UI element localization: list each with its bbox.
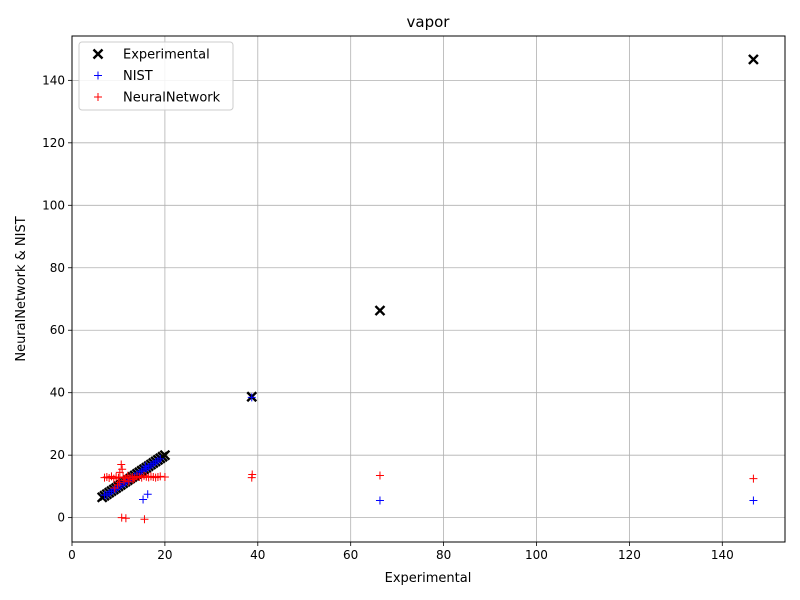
legend-label: NeuralNetwork [123,91,221,106]
data-point [140,515,149,524]
data-point [160,473,169,482]
legend-entry: NeuralNetwork [94,91,221,106]
y-tick-label: 40 [50,386,65,400]
data-point [124,477,133,486]
y-tick-label: 80 [50,261,65,275]
y-tick-label: 140 [42,73,65,87]
data-point [141,462,150,471]
data-point [118,465,127,474]
legend-label: Experimental [123,48,210,63]
x-tick-label: 60 [343,548,358,562]
x-tick-label: 40 [250,548,265,562]
x-tick-label: 80 [436,548,451,562]
x-axis-label: Experimental [385,571,472,586]
data-point [375,471,384,480]
data-point [248,470,257,479]
data-point [121,514,130,523]
data-point [114,473,123,482]
y-tick-label: 0 [57,511,65,525]
data-point [120,476,129,485]
data-point [247,393,256,402]
data-point [375,496,384,505]
data-point [139,495,148,504]
grid [71,36,785,542]
legend-entry: Experimental [92,48,210,63]
x-tick-label: 120 [618,548,641,562]
legend-label: NIST [123,69,153,84]
chart-title: vapor [407,13,451,31]
data-point [115,478,124,487]
data-point [749,474,758,483]
data-point [374,305,386,316]
y-axis-label: NeuralNetwork & NIST [14,216,29,361]
x-tick-label: 0 [68,548,76,562]
legend-box [78,41,234,111]
data-point [749,496,758,505]
legend-marker [94,93,102,101]
data-layer [96,54,759,524]
y-tick-label: 100 [42,198,65,212]
data-point [117,460,126,469]
x-tick-label: 20 [157,548,172,562]
data-point [159,449,171,461]
series-neuralnetwork [100,460,758,524]
y-tick-label: 120 [42,136,65,150]
data-point [117,513,126,522]
data-point [156,472,165,481]
data-point [748,54,759,65]
plot-frame [71,35,786,543]
legend-entry: NIST [94,69,153,84]
data-point [156,454,165,463]
axis-ticks: 0 20 40 60 80 100 120 140 0 20 40 60 80 100 120 140 [42,73,734,562]
x-tick-label: 140 [711,548,734,562]
legend-marker [92,48,104,60]
y-tick-label: 60 [50,323,65,337]
legend-marker [94,71,102,80]
legend: Experimental NIST NeuralNetwork [78,41,234,111]
x-tick-label: 100 [525,548,548,562]
data-point [129,475,138,484]
data-point [143,490,152,499]
y-tick-label: 20 [50,448,65,462]
